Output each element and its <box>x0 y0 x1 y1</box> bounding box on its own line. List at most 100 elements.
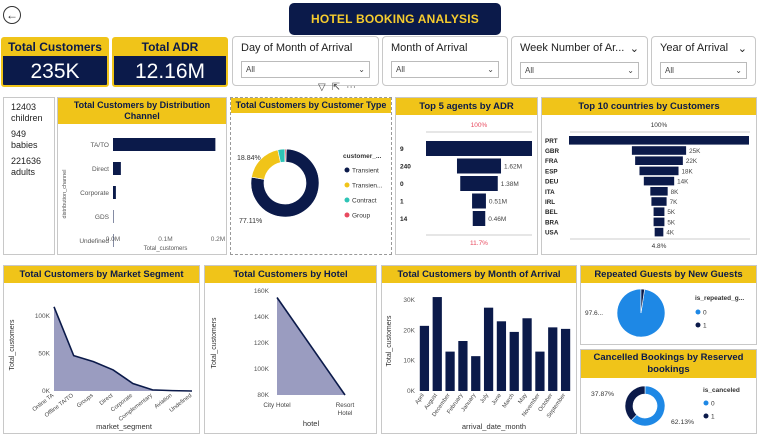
legend-marker <box>695 309 701 315</box>
guest-children: 12403 children <box>11 102 43 123</box>
bar <box>650 187 668 196</box>
tick-label: 80K <box>257 392 269 399</box>
tick-label: Resort <box>336 402 355 409</box>
category-label: PRT <box>545 138 558 145</box>
bar <box>560 328 571 391</box>
slicer-label: Week Number of Ar... <box>520 42 625 54</box>
data-label: 97.6... <box>585 310 603 317</box>
back-button[interactable]: ← <box>3 6 21 24</box>
data-label: 18.84% <box>237 155 261 162</box>
tick-label: 120K <box>254 340 270 347</box>
tick-label: 10K <box>403 358 415 365</box>
data-label: 62.13% <box>671 419 694 426</box>
data-label: 0.46M <box>488 216 506 223</box>
panel-agents[interactable]: Top 5 agents by ADR 100% 9 240 1.62M 0 1.38M 1… <box>395 97 538 255</box>
axis-label: arrival_date_month <box>462 422 526 431</box>
legend-label: 1 <box>703 323 707 330</box>
category-label: FRA <box>545 158 558 165</box>
tick-label: April <box>414 393 426 406</box>
bar <box>635 156 683 165</box>
chart-title: Top 10 countries by Customers <box>542 98 756 115</box>
filter-icon[interactable]: ▽ <box>318 81 326 93</box>
page-title: HOTEL BOOKING ANALYSIS <box>289 3 501 35</box>
expand-icon[interactable]: ⇱ <box>331 81 341 93</box>
tick-label: Hotel <box>338 410 353 417</box>
slicer-month[interactable]: Month of Arrival All ⌄ <box>382 36 508 86</box>
tick-label: June <box>491 393 503 407</box>
chart-title: Total Customers by Market Segment <box>4 266 199 283</box>
slicer-value: All <box>396 65 405 74</box>
legend-label: 0 <box>711 401 715 408</box>
data-label: 1.38M <box>501 181 519 188</box>
category-label: ESP <box>545 168 558 175</box>
bar <box>460 176 498 191</box>
data-label: 77.11% <box>239 218 262 225</box>
bar <box>113 138 216 151</box>
category-label: IRL <box>545 199 555 206</box>
panel-hotel[interactable]: Total Customers by Hotel 80K 100K 120K 140K… <box>204 265 377 434</box>
bar <box>458 341 468 391</box>
category-label: Direct <box>92 166 109 173</box>
slicer-dropdown[interactable]: All ⌄ <box>520 62 639 79</box>
series-line <box>276 297 346 396</box>
chevron-down-icon: ⌄ <box>487 65 494 74</box>
legend-marker <box>695 322 701 328</box>
slicer-dropdown[interactable]: All ⌄ <box>241 61 370 78</box>
countries-chart: 100% PRT GBR 25K FRA 22K ESP 18K DEU 14K ITA 8K IRL 7… <box>545 122 750 250</box>
data-label: 0.51M <box>489 199 507 206</box>
axis-label: hotel <box>303 419 320 428</box>
tick-label: March <box>502 393 516 410</box>
kpi-label: Total Customers <box>3 39 107 56</box>
panel-countries[interactable]: Top 10 countries by Customers 100% PRT GBR… <box>541 97 757 255</box>
data-label: 14K <box>677 179 689 186</box>
slicer-dropdown[interactable]: All ⌄ <box>660 62 747 79</box>
panel-market-segment[interactable]: Total Customers by Market Segment 0K 50K 1… <box>3 265 200 434</box>
month-arrival-chart: 0K10K20K30KAprilAugustDecemberFebruaryJa… <box>386 297 571 431</box>
category-label: Corporate <box>80 190 109 197</box>
slicer-label: Month of Arrival <box>391 42 468 54</box>
tick-label: July <box>479 393 490 405</box>
chevron-down-icon: ⌄ <box>735 66 742 75</box>
axis-label: Total_customers <box>144 246 188 252</box>
panel-month-arrival[interactable]: Total Customers by Month of Arrival 0K 10… <box>381 265 577 434</box>
legend-marker <box>703 400 709 406</box>
more-icon[interactable]: ⋯ <box>346 81 357 93</box>
legend-title: is_canceled <box>703 387 740 394</box>
tick-label: 0K <box>42 388 51 395</box>
category-label: 1 <box>400 199 404 206</box>
legend-title: is_repeated_g... <box>695 295 744 302</box>
slicer-week-number[interactable]: Week Number of Ar... ⌄ All ⌄ <box>511 36 648 86</box>
legend-label: Group <box>352 213 370 220</box>
data-label: 5K <box>667 219 676 226</box>
tick-label: 0K <box>407 388 416 395</box>
slicer-day-of-month[interactable]: Day of Month of Arrival All ⌄ <box>232 36 379 86</box>
slicer-value: All <box>525 66 534 75</box>
tick-label: 0.2M <box>211 236 225 243</box>
legend-label: 1 <box>711 414 715 421</box>
slicer-year[interactable]: Year of Arrival ⌄ All ⌄ <box>651 36 756 86</box>
chart-title: Cancelled Bookings by Reserved bookings <box>581 350 756 378</box>
category-label: TA/TO <box>90 142 109 149</box>
panel-customer-type[interactable]: Total Customers by Customer Type 18.84% 7… <box>230 97 392 255</box>
panel-repeated-guests[interactable]: Repeated Guests by New Guests 97.6... is_… <box>580 265 757 345</box>
bar <box>419 325 430 391</box>
data-label: 100% <box>651 122 668 129</box>
panel-distribution-channel[interactable]: Total Customers by Distribution Channel … <box>57 97 227 255</box>
slicer-dropdown[interactable]: All ⌄ <box>391 61 499 78</box>
tick-label: 160K <box>254 288 270 295</box>
tick-label: 50K <box>38 350 50 357</box>
bar <box>548 327 558 391</box>
slice <box>624 385 646 421</box>
chart-title: Total Customers by Distribution Channel <box>58 98 226 124</box>
bar <box>471 356 481 391</box>
category-label: BRA <box>545 219 559 226</box>
category-label: ITA <box>545 189 555 196</box>
data-label: 25K <box>689 148 701 155</box>
chart-title: Total Customers by Hotel <box>205 266 376 283</box>
axis-label: Total_customers <box>9 319 16 370</box>
panel-cancelled[interactable]: Cancelled Bookings by Reserved bookings … <box>580 349 757 434</box>
data-label: 22K <box>686 158 698 165</box>
data-label: 4K <box>666 230 675 237</box>
legend-marker <box>703 413 709 419</box>
